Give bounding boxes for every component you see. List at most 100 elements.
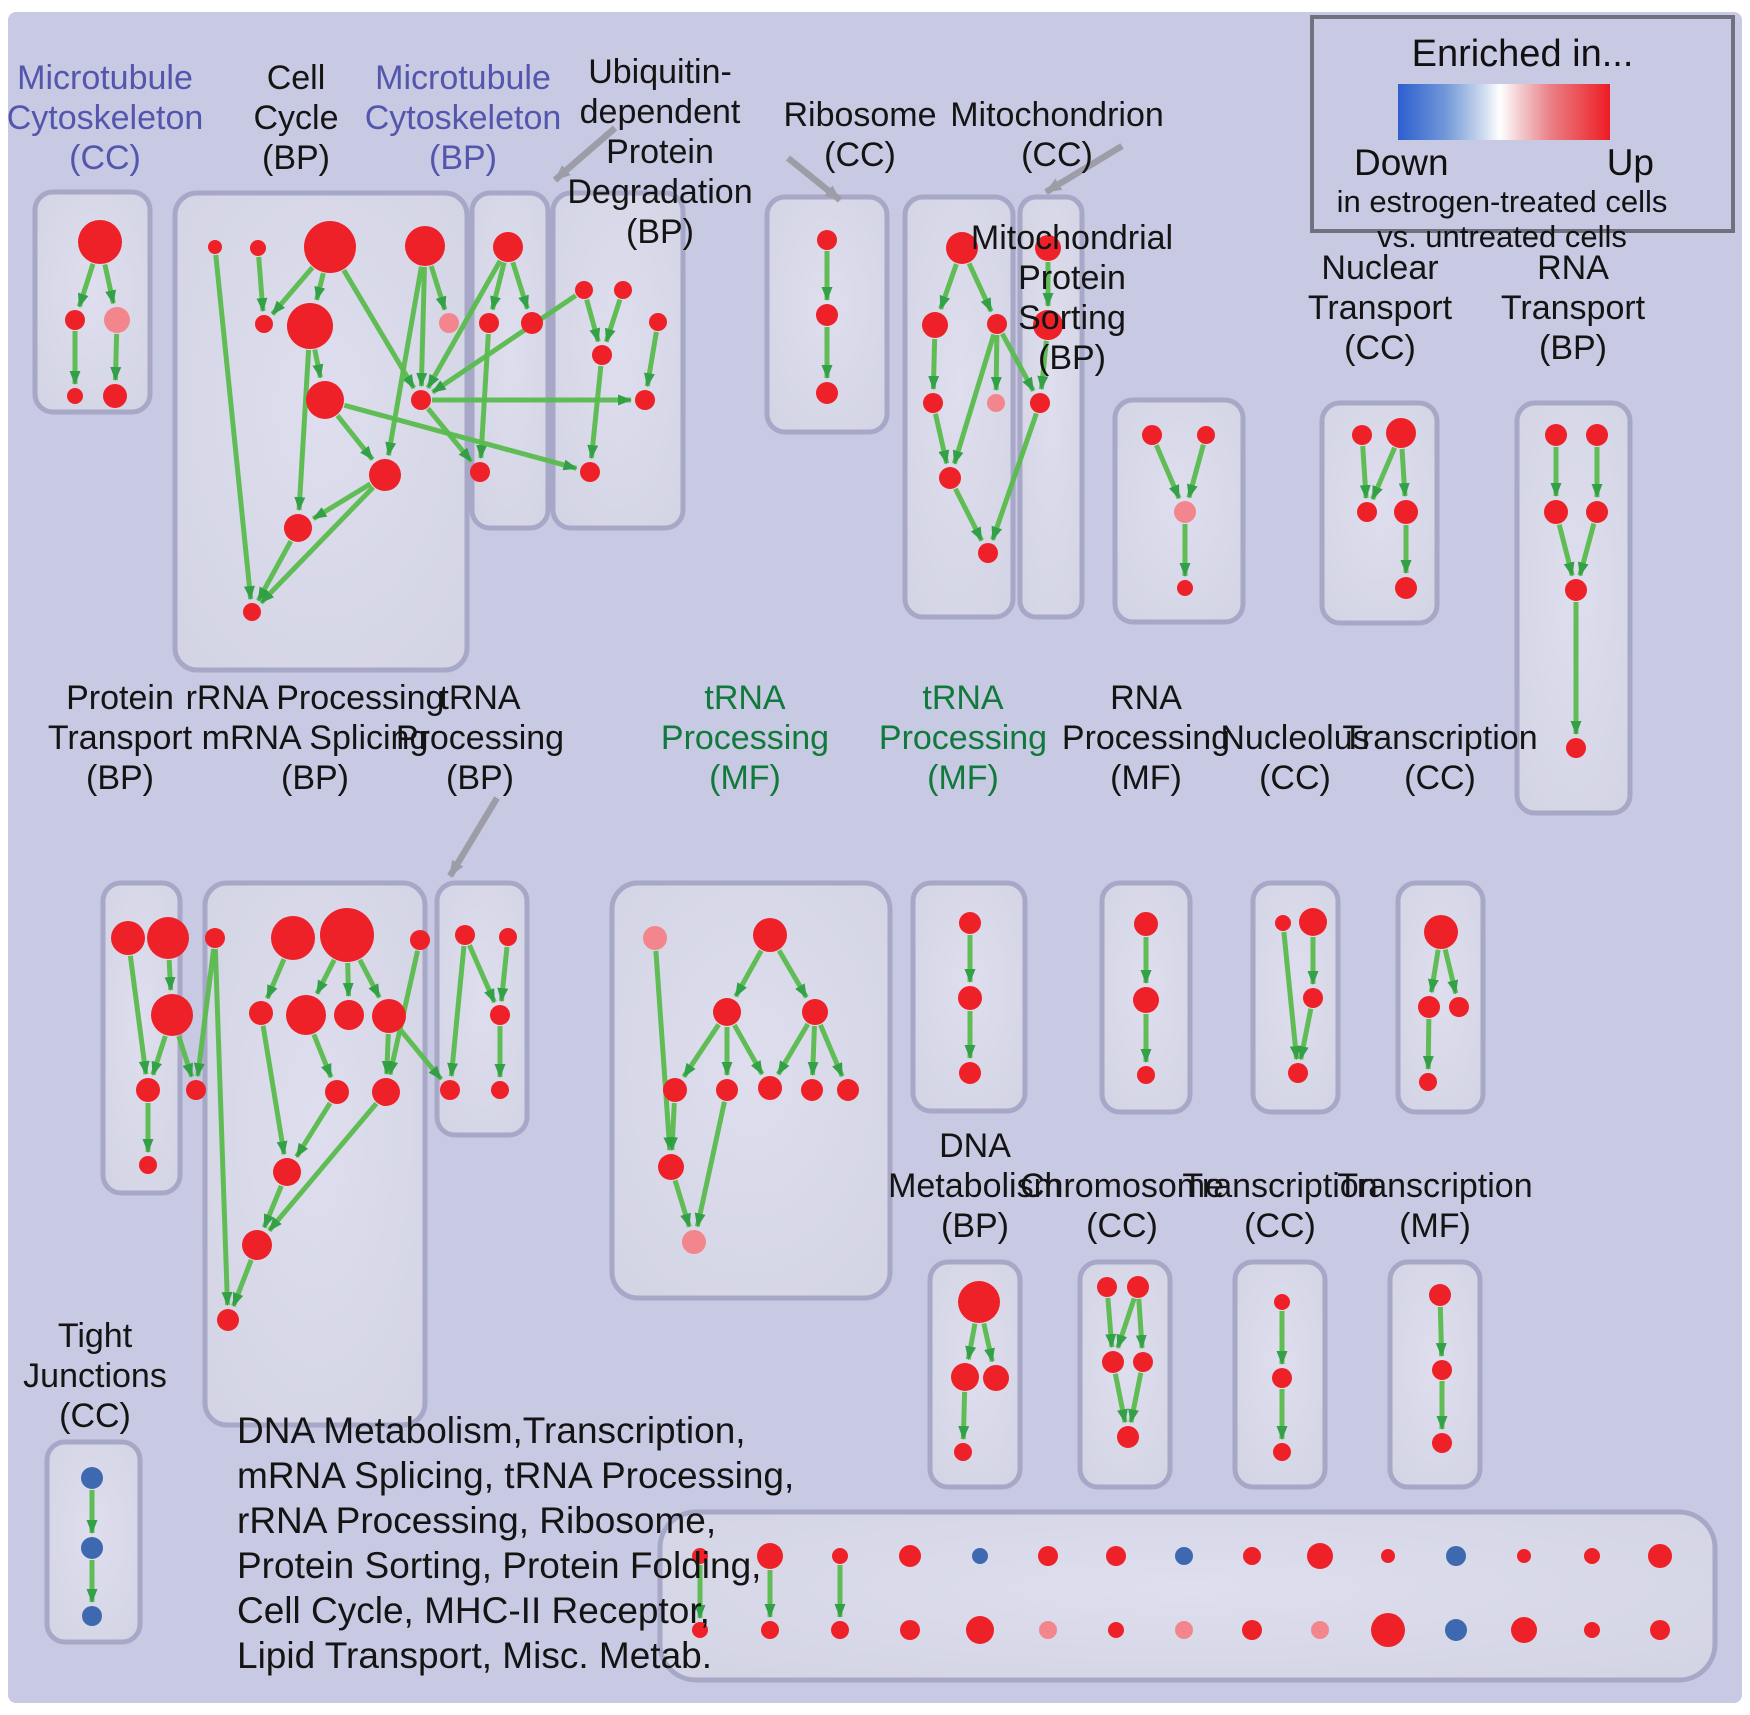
graph-node-a1 <box>78 220 122 264</box>
graph-edge-x2-x3 <box>1037 340 1049 391</box>
legend-up-label: Up <box>1606 142 1654 183</box>
graph-node-w3 <box>320 908 374 962</box>
graph-node-g6 <box>758 1076 782 1100</box>
label-pointer-arrow-3 <box>1044 143 1124 195</box>
graph-node-n9 <box>1242 1620 1262 1640</box>
graph-edge-s2-s3 <box>497 946 510 1003</box>
graph-edge-b8-u6 <box>343 402 578 471</box>
graph-node-a5 <box>103 384 127 408</box>
graph-edge-r3-r5 <box>990 334 1002 392</box>
graph-edge-t2-t4 <box>1398 448 1410 498</box>
graph-edge-w2-w5 <box>264 958 287 1000</box>
graph-node-v2 <box>147 917 189 959</box>
graph-edge-m1-m3 <box>510 261 530 310</box>
graph-edge-e2-e4 <box>1135 1298 1147 1350</box>
graph-node-j1 <box>1275 915 1291 931</box>
misc-categories-note: DNA Metabolism,Transcription, mRNA Splic… <box>237 1410 795 1676</box>
graph-node-d2 <box>951 1363 979 1391</box>
graph-node-n2 <box>761 1621 779 1639</box>
graph-edge-v3-v4 <box>150 1035 168 1076</box>
graph-edge-b2-b5 <box>256 256 268 313</box>
graph-edge-d2-d4 <box>958 1391 970 1441</box>
cluster-box-ubiquitin-a <box>550 190 686 531</box>
graph-node-b9 <box>411 390 431 410</box>
graph-edge-d1-d2 <box>965 1323 978 1361</box>
graph-node-r4 <box>923 393 943 413</box>
graph-node-h1 <box>959 912 981 934</box>
graph-node-o5 <box>972 1548 988 1564</box>
graph-node-w8 <box>372 999 406 1033</box>
graph-node-a2 <box>65 310 85 330</box>
graph-node-s4 <box>440 1080 460 1100</box>
graph-node-g10 <box>682 1230 706 1254</box>
graph-node-p3 <box>1174 501 1196 523</box>
graph-edge-s1-s3 <box>467 944 497 1004</box>
graph-edge-w12-w13 <box>231 1259 254 1307</box>
graph-node-v6 <box>139 1156 157 1174</box>
graph-node-h3 <box>959 1062 981 1084</box>
graph-node-r5 <box>987 394 1005 412</box>
graph-node-g1 <box>753 918 787 952</box>
graph-node-p2 <box>1197 426 1215 444</box>
graph-edge-b8-b10 <box>335 414 375 461</box>
graph-edge-a3-a5 <box>110 333 122 382</box>
legend-scale-labels: Down Up <box>1354 142 1654 184</box>
graph-node-b7 <box>439 313 459 333</box>
graph-edge-w1-v5 <box>193 948 217 1078</box>
graph-node-u2 <box>614 281 632 299</box>
legend-caption-line1: in estrogen-treated cells <box>1336 184 1668 219</box>
graph-node-g7 <box>801 1079 823 1101</box>
graph-edge-b10-b12 <box>259 485 375 605</box>
graph-node-z1 <box>81 1467 103 1489</box>
graph-node-v3 <box>151 994 193 1036</box>
graph-node-m1 <box>493 232 523 262</box>
graph-node-x3 <box>1030 393 1050 413</box>
graph-node-n5 <box>966 1616 994 1644</box>
graph-edge-w10-w12 <box>267 1101 379 1233</box>
graph-node-r6 <box>939 467 961 489</box>
graph-edge-b10-b11 <box>312 481 372 521</box>
graph-node-t1 <box>1352 425 1372 445</box>
graph-node-y3 <box>1432 1433 1452 1453</box>
graph-node-z2 <box>81 1537 103 1559</box>
cluster-box-transcription-cc-1 <box>1395 880 1486 1115</box>
graph-node-y1 <box>1429 1284 1451 1306</box>
graph-node-u1 <box>575 281 593 299</box>
graph-node-a4 <box>67 388 83 404</box>
graph-node-i3 <box>1137 1066 1155 1084</box>
graph-node-n8 <box>1175 1621 1193 1639</box>
graph-edge-y1-y2 <box>1435 1306 1447 1358</box>
graph-node-a3 <box>104 307 130 333</box>
graph-edge-j3-j4 <box>1297 1008 1314 1061</box>
graph-node-o15 <box>1648 1544 1672 1568</box>
graph-node-e3 <box>1102 1351 1124 1373</box>
graph-node-v4 <box>136 1078 160 1102</box>
graph-node-n14 <box>1584 1622 1600 1638</box>
graph-node-e1 <box>1097 1277 1117 1297</box>
graph-edge-u4-u6 <box>587 365 604 460</box>
graph-node-o1 <box>692 1548 708 1564</box>
graph-node-w2 <box>271 916 315 960</box>
graph-node-p4 <box>1177 580 1193 596</box>
graph-node-o3 <box>832 1548 848 1564</box>
graph-node-n7 <box>1108 1622 1124 1638</box>
graph-node-g0 <box>643 926 667 950</box>
graph-node-r3 <box>987 314 1007 334</box>
graph-edge-w9-w11 <box>294 1101 333 1159</box>
graph-node-b11 <box>284 514 312 542</box>
graph-node-d1 <box>958 1281 1000 1323</box>
graph-node-j4 <box>1288 1063 1308 1083</box>
graph-node-q3 <box>1544 500 1568 524</box>
graph-node-b10 <box>369 459 401 491</box>
graph-edge-g3-g8 <box>818 1023 845 1078</box>
graph-edge-p2-p3 <box>1186 443 1206 499</box>
graph-edge-b3-b6 <box>314 272 326 301</box>
label-pointer-arrow-4 <box>447 796 500 878</box>
graph-node-g2 <box>713 998 741 1026</box>
graph-node-w4 <box>410 930 430 950</box>
graph-node-b2 <box>250 240 266 256</box>
graph-edge-r2-r4 <box>928 338 940 391</box>
graph-edge-b6-b8 <box>312 349 324 379</box>
graph-node-u6 <box>580 462 600 482</box>
